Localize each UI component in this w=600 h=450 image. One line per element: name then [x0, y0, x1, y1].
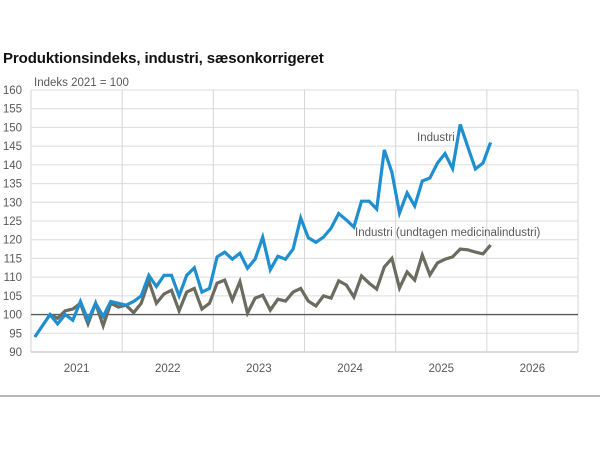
series-line-industri: [33, 123, 493, 338]
x-tick-label: 2022: [155, 363, 181, 375]
y-axis-ticks: 90 95 100 105 110 115 120 125 130 135 140 145 150 155…: [3, 85, 22, 359]
y-tick-label: 120: [3, 235, 22, 247]
y-tick-label: 145: [3, 141, 22, 153]
gridlines: [30, 89, 579, 353]
x-tick-label: 2021: [64, 363, 90, 375]
y-tick-label: 125: [3, 216, 22, 228]
annotation-industri: Industri: [417, 132, 455, 144]
annotation-industri-ex-medicinal: Industri (undtagen medicinalindustri): [355, 227, 541, 239]
x-tick-label: 2025: [428, 363, 454, 375]
y-tick-label: 130: [3, 197, 22, 209]
x-tick-label: 2024: [337, 363, 363, 375]
y-tick-label: 135: [3, 179, 22, 191]
series-line-industri-undtagen-medicinalindustri: [49, 243, 492, 331]
y-tick-label: 155: [3, 104, 22, 116]
y-tick-label: 140: [3, 160, 22, 172]
y-tick-label: 100: [3, 310, 22, 322]
y-axis-label: Indeks 2021 = 100: [34, 77, 129, 89]
y-tick-label: 105: [3, 291, 22, 303]
bottom-divider: [0, 395, 600, 397]
x-tick-label: 2026: [520, 363, 546, 375]
series-lines: [33, 123, 493, 338]
y-tick-label: 150: [3, 122, 22, 134]
y-tick-label: 160: [3, 85, 22, 97]
y-tick-label: 95: [9, 328, 22, 340]
x-tick-label: 2023: [246, 363, 272, 375]
y-tick-label: 110: [4, 272, 22, 284]
x-axis-ticks: 2021 2022 2023 2024 2025 2026: [64, 363, 545, 375]
y-tick-label: 90: [9, 347, 22, 359]
y-tick-label: 115: [4, 253, 22, 265]
chart-title: Produktionsindeks, industri, sæsonkorrig…: [3, 50, 324, 67]
